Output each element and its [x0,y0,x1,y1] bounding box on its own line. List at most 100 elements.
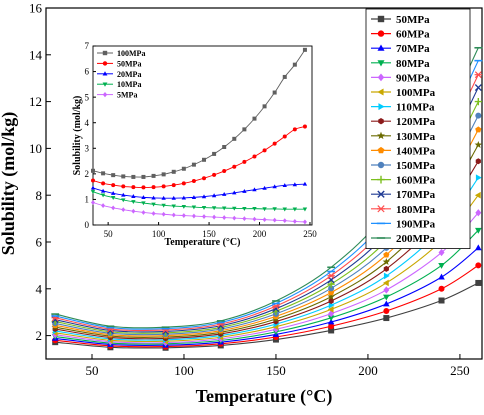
legend-item: 150MPa [371,160,436,172]
legend-item: 160MPa [371,175,436,187]
legend-label: 100MPa [396,87,436,99]
plot-frame [45,7,483,360]
data-point [201,194,207,199]
data-point [151,202,156,207]
y-tick-label: 16 [29,1,43,16]
legend-item: 140MPa [371,145,436,157]
data-point [232,190,237,195]
data-point [222,215,227,220]
data-point [272,141,277,146]
data-point [121,192,126,197]
data-point [475,126,482,133]
series-line [92,126,306,188]
data-point [191,213,196,219]
data-point [252,216,257,222]
data-point [383,272,390,280]
data-point [242,216,247,222]
data-point [101,203,106,208]
y-tick-label: 8 [36,188,43,203]
legend-label: 70MPa [396,43,430,55]
data-point [221,206,227,211]
y-tick-label: 7 [85,41,90,51]
legend-marker [378,118,384,125]
data-point [475,227,482,234]
legend-label: 20MPa [117,70,141,79]
data-point [438,273,445,280]
data-point [90,185,96,190]
legend-item: 50MPa [371,14,430,26]
data-point [232,206,237,211]
data-point [292,62,297,67]
legend-label: 140MPa [396,145,436,157]
data-point [474,191,481,199]
inset-legend-item: 5MPa [97,91,137,100]
data-point [161,211,166,217]
legend-marker [377,73,385,82]
data-point [242,159,247,164]
series-50mpa [91,124,307,190]
y-tick-label: 12 [29,94,42,109]
data-point [292,182,298,187]
inset-legend-item: 20MPa [97,70,141,79]
legend-item: 180MPa [371,204,436,216]
legend-marker [377,88,384,96]
legend-label: 180MPa [396,204,436,216]
y-tick-label: 14 [29,47,43,62]
data-point [202,214,207,219]
data-point [327,306,334,313]
legend-label: 90MPa [396,72,430,84]
data-point [328,297,334,304]
data-point [161,172,166,177]
data-point [242,188,247,193]
data-point [438,263,445,269]
y-tick-label: 4 [36,281,43,296]
legend-label: 50MPa [396,14,430,26]
legend-marker [377,131,385,140]
data-point [141,174,146,179]
data-point [474,84,482,92]
y-tick-label: 1 [85,195,90,205]
data-point [171,169,176,174]
x-tick-label: 100 [152,229,166,239]
data-point [474,140,483,149]
data-point [201,206,207,210]
data-point [272,184,277,189]
data-point [328,323,335,330]
y-tick-label: 0 [85,220,90,230]
series-line [92,191,305,210]
data-point [212,172,217,177]
legend-marker [377,15,385,23]
data-point [91,200,95,205]
data-point [262,207,267,212]
legend-marker [377,175,385,184]
inset-legend-item: 50MPa [97,59,141,68]
data-point [121,198,126,203]
legend-label: 120MPa [396,116,436,128]
data-point [91,178,95,183]
x-tick-label: 150 [266,363,286,378]
data-point [272,207,277,212]
data-point [151,211,156,216]
y-axis-label: Solubility (mol/kg) [72,96,83,176]
legend-marker [102,61,108,66]
x-tick-label: 150 [202,229,216,239]
inset-plot: 50 100 150 200 250 0 1 2 3 4 5 6 7 Temperature (°C) So… [68,40,318,248]
data-point [282,74,287,79]
data-point [221,192,227,196]
data-point [282,218,287,224]
data-point [383,300,390,307]
data-point [232,136,237,141]
data-point [327,318,335,325]
data-point [161,184,166,189]
legend-label: 60MPa [396,29,430,41]
legend-marker [377,161,385,169]
y-axis-label: Solubility (mol/kg) [0,112,19,256]
legend-label: 10MPa [117,80,141,89]
data-point [475,279,482,286]
data-point [110,190,116,195]
legend-marker [377,190,385,198]
legend-label: 100MPa [117,49,145,58]
data-point [475,174,482,181]
legend-marker [377,30,385,37]
